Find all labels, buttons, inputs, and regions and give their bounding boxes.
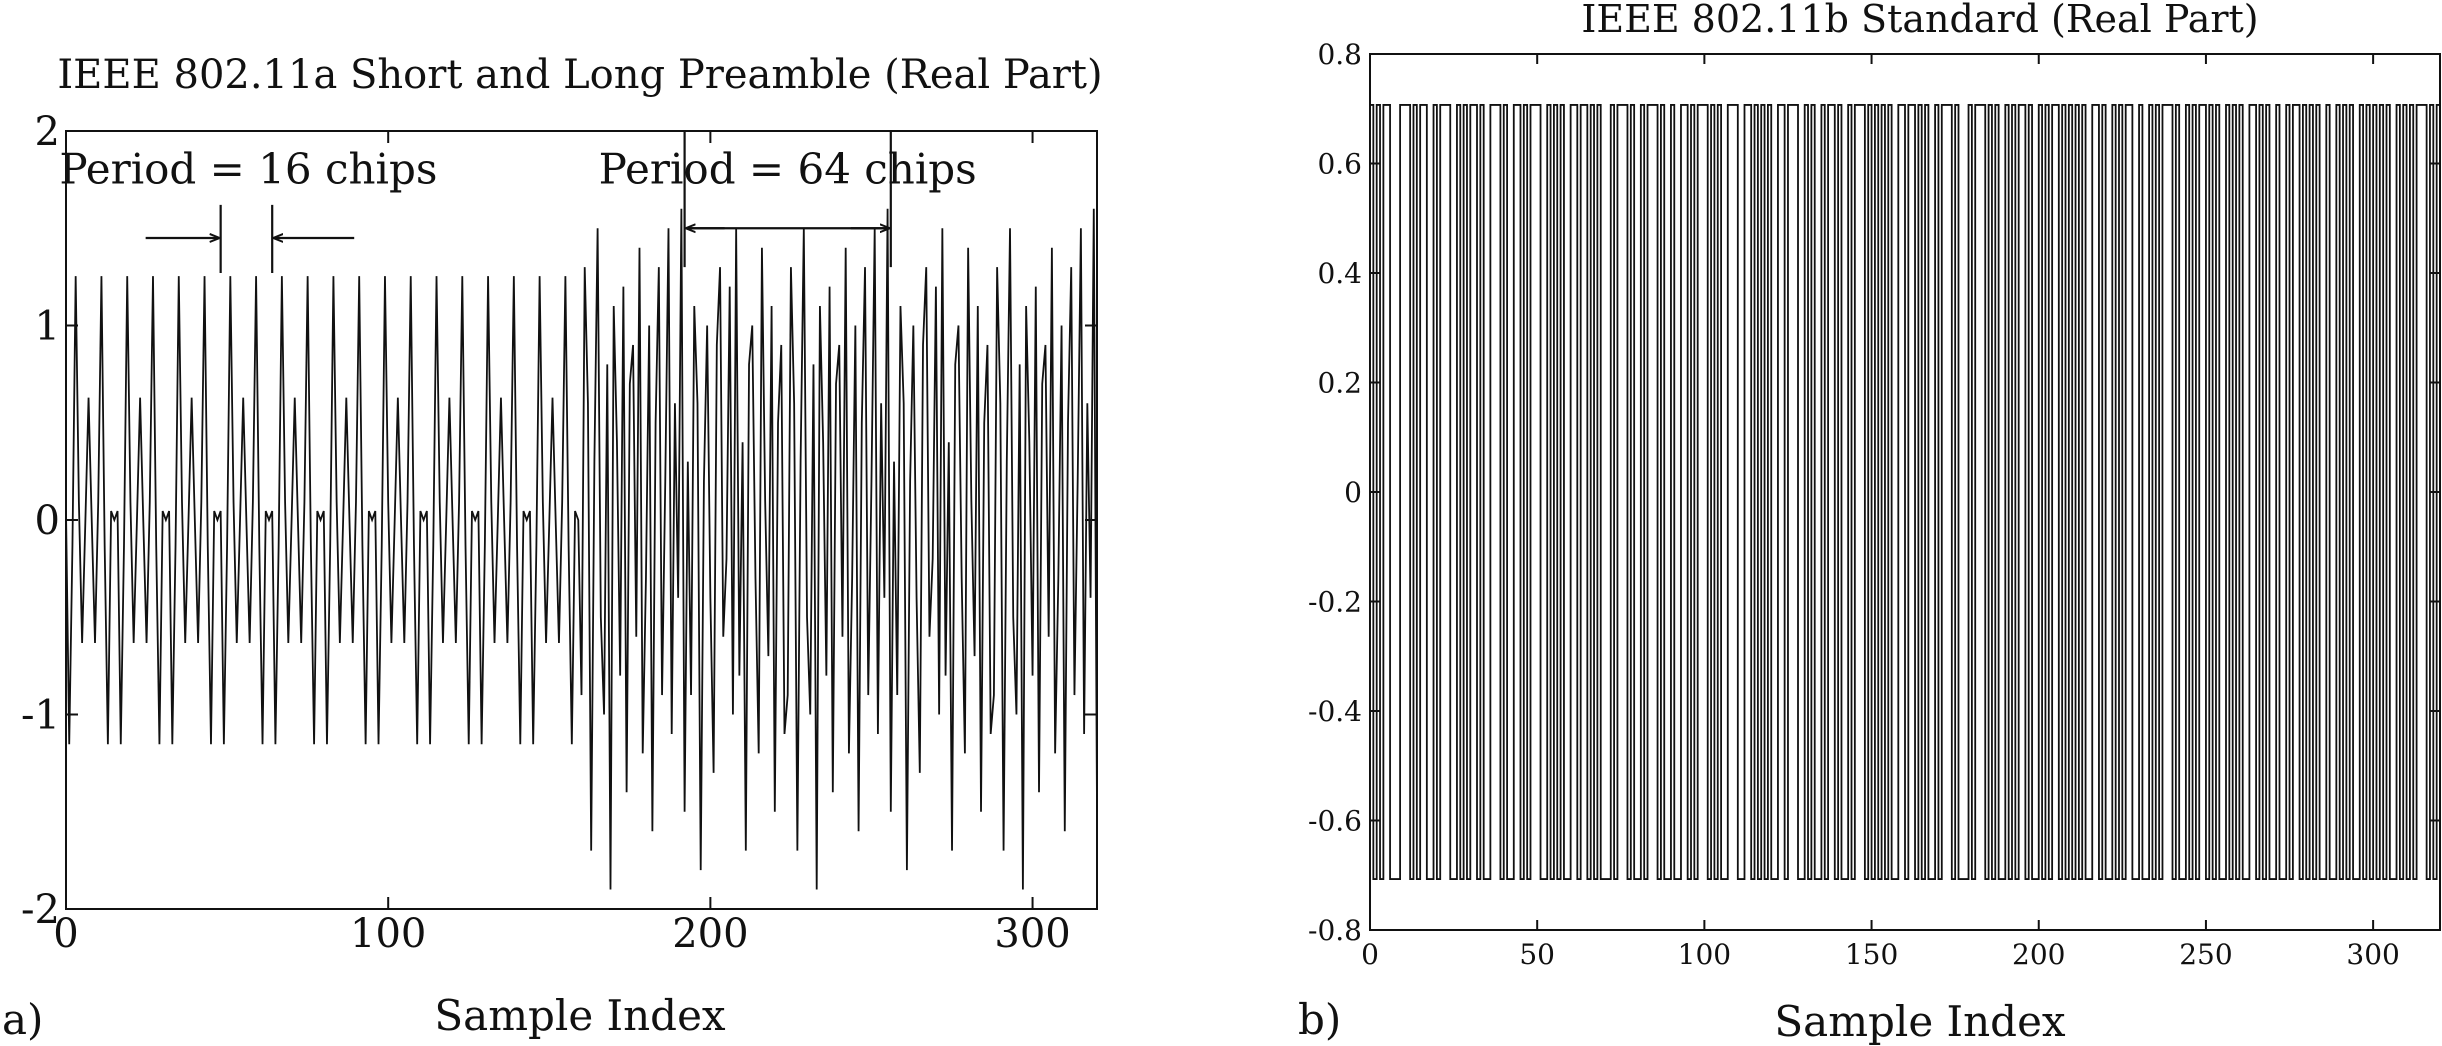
y-tick-label: 0 (1344, 476, 1362, 509)
y-tick-label: -0.8 (1308, 914, 1362, 947)
x-tick-label: 150 (1845, 938, 1898, 971)
panel-a-x-axis: 0 100 200 300 (53, 131, 1071, 957)
y-tick-label: 2 (35, 109, 60, 155)
x-tick-label: 250 (2179, 938, 2232, 971)
panel-a-x-axis-label: Sample Index (434, 991, 726, 1040)
x-tick-label: 50 (1519, 938, 1555, 971)
annotation-period-16-chips: Period = 16 chips (59, 145, 437, 194)
panel-b-title: IEEE 802.11b Standard (Real Part) (1581, 0, 2258, 41)
panel-b-label: b) (1298, 995, 1341, 1044)
x-tick-label: 0 (53, 911, 78, 957)
y-tick-label: 0.4 (1317, 257, 1362, 290)
x-tick-label: 200 (672, 911, 748, 957)
y-tick-label: -0.4 (1308, 695, 1362, 728)
x-tick-label: 0 (1361, 938, 1379, 971)
panel-b: IEEE 802.11b Standard (Real Part) -0.8-0… (1298, 0, 2441, 1046)
panel-b-x-axis-label: Sample Index (1774, 997, 2066, 1046)
x-tick-label: 300 (2346, 938, 2399, 971)
annotation-period-64-chips: Period = 64 chips (599, 145, 977, 194)
y-tick-label: -0.6 (1308, 805, 1362, 838)
panel-b-series-line (1370, 104, 2440, 880)
panel-a: IEEE 802.11a Short and Long Preamble (Re… (2, 52, 1103, 1044)
x-tick-label: 100 (1678, 938, 1731, 971)
y-tick-label: -1 (21, 693, 60, 739)
panel-a-label: a) (2, 995, 43, 1044)
y-tick-label: 0.8 (1317, 38, 1362, 71)
y-tick-label: 0 (35, 498, 60, 544)
y-tick-label: 0.2 (1317, 367, 1362, 400)
x-tick-label: 200 (2012, 938, 2065, 971)
y-tick-label: 1 (35, 304, 60, 350)
panel-a-title: IEEE 802.11a Short and Long Preamble (Re… (57, 52, 1102, 98)
x-tick-label: 100 (350, 911, 426, 957)
y-tick-label: -0.2 (1308, 586, 1362, 619)
x-tick-label: 300 (994, 911, 1070, 957)
y-tick-label: 0.6 (1317, 148, 1362, 181)
panel-a-annotations: Period = 16 chips Period = 64 chips (59, 131, 977, 273)
panel-b-x-axis: 0 50 100 150 200 250 300 (1361, 54, 2400, 971)
panel-a-series-line (65, 208, 1098, 890)
y-tick-label: -2 (21, 887, 60, 933)
panel-b-y-axis: -0.8 -0.6 -0.4 -0.2 0 0.2 0.4 0.6 0.8 (1308, 38, 2440, 947)
